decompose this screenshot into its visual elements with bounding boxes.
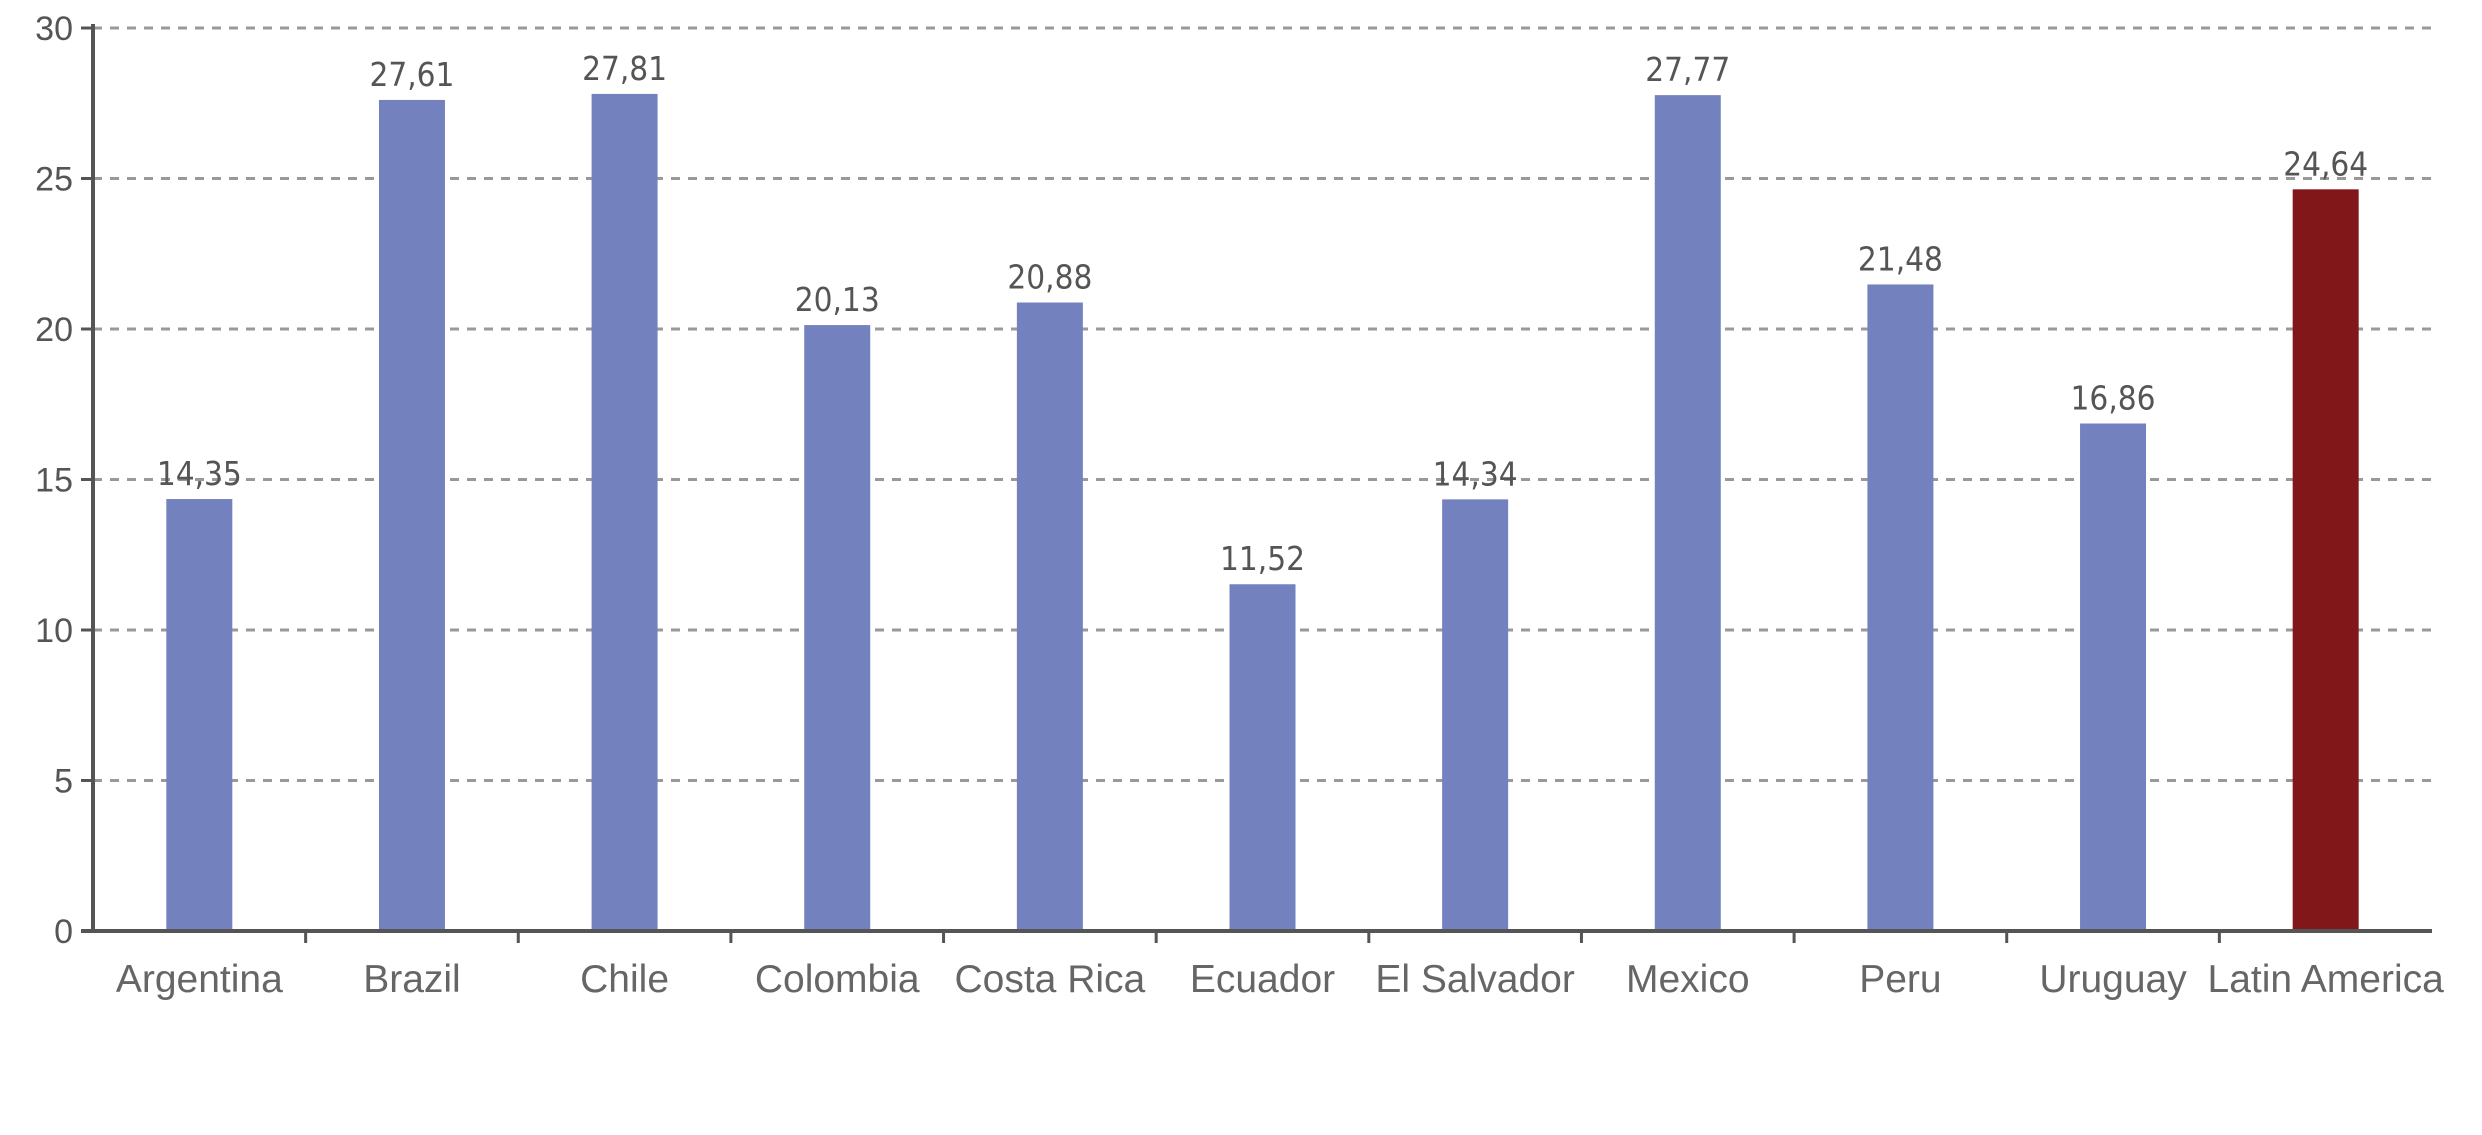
data-label: 27,77 <box>1645 50 1730 89</box>
data-label: 21,48 <box>1858 239 1943 278</box>
x-tick-label: El Salvador <box>1375 958 1574 1001</box>
bar-chile <box>591 93 658 931</box>
y-tick-label: 20 <box>35 311 73 349</box>
x-tick-label: Mexico <box>1626 958 1750 1001</box>
data-label: 14,35 <box>157 454 242 493</box>
y-tick-label: 0 <box>54 913 73 951</box>
bar-uruguay <box>2080 423 2147 931</box>
labels: 0 5 10 15 20 25 30 14,35 Argentina 27,61 Brazil 27,… <box>35 10 2444 1001</box>
bar-peru <box>1867 284 1934 931</box>
bars <box>166 93 2359 932</box>
bar-argentina <box>166 499 233 931</box>
x-tick-label: Chile <box>580 958 669 1001</box>
data-label: 14,34 <box>1433 454 1518 493</box>
y-tick-label: 5 <box>54 763 73 801</box>
data-label: 20,88 <box>1007 258 1092 297</box>
data-label: 27,81 <box>582 49 667 88</box>
bar-el-salvador <box>1442 499 1509 931</box>
bar-latin-america <box>2292 189 2359 931</box>
y-tick-label: 10 <box>35 612 73 650</box>
axes <box>81 24 2432 943</box>
data-label: 11,52 <box>1220 539 1305 578</box>
x-tick-label: Latin America <box>2208 958 2445 1001</box>
bar-mexico <box>1654 95 1721 932</box>
x-tick-label: Uruguay <box>2039 958 2187 1001</box>
y-tick-label: 15 <box>35 462 73 500</box>
y-tick-label: 25 <box>35 161 73 199</box>
bar-colombia <box>804 325 871 931</box>
bar-ecuador <box>1229 584 1296 931</box>
x-tick-label: Costa Rica <box>954 958 1145 1001</box>
data-label: 24,64 <box>2283 144 2368 183</box>
x-tick-label: Colombia <box>755 958 920 1001</box>
y-tick-label: 30 <box>35 10 73 48</box>
x-tick-label: Ecuador <box>1190 958 1335 1001</box>
data-label: 20,13 <box>795 280 880 319</box>
bar-costa-rica <box>1016 302 1083 932</box>
x-tick-label: Argentina <box>116 958 283 1001</box>
data-label: 27,61 <box>369 55 454 94</box>
bar-brazil <box>378 99 445 931</box>
data-label: 16,86 <box>2071 379 2156 418</box>
x-tick-label: Peru <box>1859 958 1941 1001</box>
x-tick-label: Brazil <box>363 958 461 1001</box>
